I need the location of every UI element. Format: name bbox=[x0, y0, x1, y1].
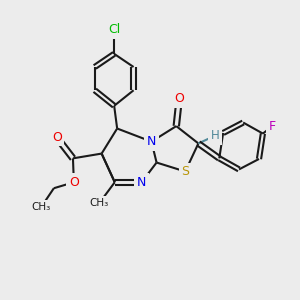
Text: CH₃: CH₃ bbox=[90, 198, 109, 208]
Text: CH₃: CH₃ bbox=[32, 202, 51, 212]
Text: N: N bbox=[137, 176, 146, 189]
Text: O: O bbox=[52, 131, 62, 144]
Text: S: S bbox=[181, 165, 189, 178]
Text: O: O bbox=[69, 176, 79, 189]
Text: F: F bbox=[269, 120, 276, 133]
Text: Cl: Cl bbox=[108, 23, 120, 37]
Text: O: O bbox=[174, 92, 184, 105]
Text: H: H bbox=[211, 129, 220, 142]
Text: N: N bbox=[147, 135, 156, 148]
